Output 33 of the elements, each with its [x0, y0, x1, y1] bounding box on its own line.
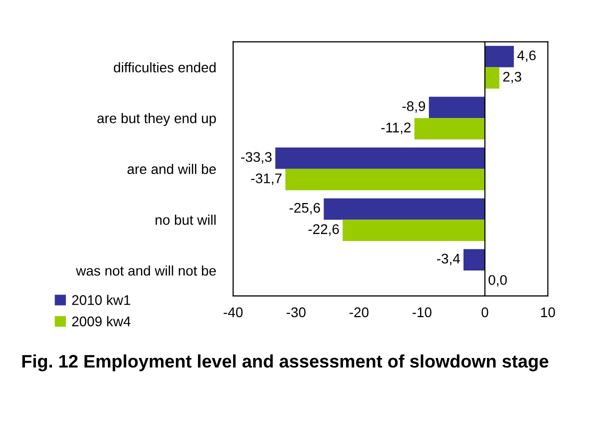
data-label: -25,6 — [290, 202, 320, 214]
bar — [275, 148, 485, 169]
data-label: -33,3 — [241, 152, 272, 164]
x-tick-label: -40 — [224, 307, 243, 318]
data-label: -11,2 — [381, 122, 411, 134]
bar — [285, 168, 485, 190]
x-tick-label: -20 — [350, 307, 369, 318]
y-tick-label: difficulties ended — [114, 62, 216, 72]
y-tick-label: are and will be — [128, 164, 216, 174]
data-label: -31,7 — [251, 173, 282, 185]
x-tick-label: -10 — [412, 307, 432, 318]
bar — [414, 118, 485, 140]
data-label: 4,6 — [517, 50, 536, 62]
data-label: -8,9 — [402, 101, 426, 113]
bar — [324, 198, 485, 220]
legend-label: 2009 kw4 — [72, 316, 130, 326]
data-label: -3,4 — [437, 254, 460, 266]
data-label: -22,6 — [308, 224, 339, 236]
bar — [484, 46, 514, 68]
bar — [428, 96, 485, 118]
x-tick-label: 0 — [482, 307, 488, 318]
y-tick-label: no but will — [156, 214, 216, 225]
data-label: 2,3 — [503, 72, 522, 84]
bar — [342, 220, 485, 242]
bar — [484, 67, 500, 89]
text: Fig. 12 Employment level and assessment of slowdown stage — [22, 354, 548, 372]
bar — [463, 249, 485, 271]
data-label: 0,0 — [488, 275, 507, 287]
x-tick-label: -30 — [286, 307, 306, 318]
y-tick-label: are but they end up — [97, 113, 216, 126]
legend-label: 2010 kw1 — [72, 294, 130, 305]
y-tick-label: was not and will not be — [76, 265, 216, 276]
x-tick-label: 10 — [541, 307, 556, 318]
